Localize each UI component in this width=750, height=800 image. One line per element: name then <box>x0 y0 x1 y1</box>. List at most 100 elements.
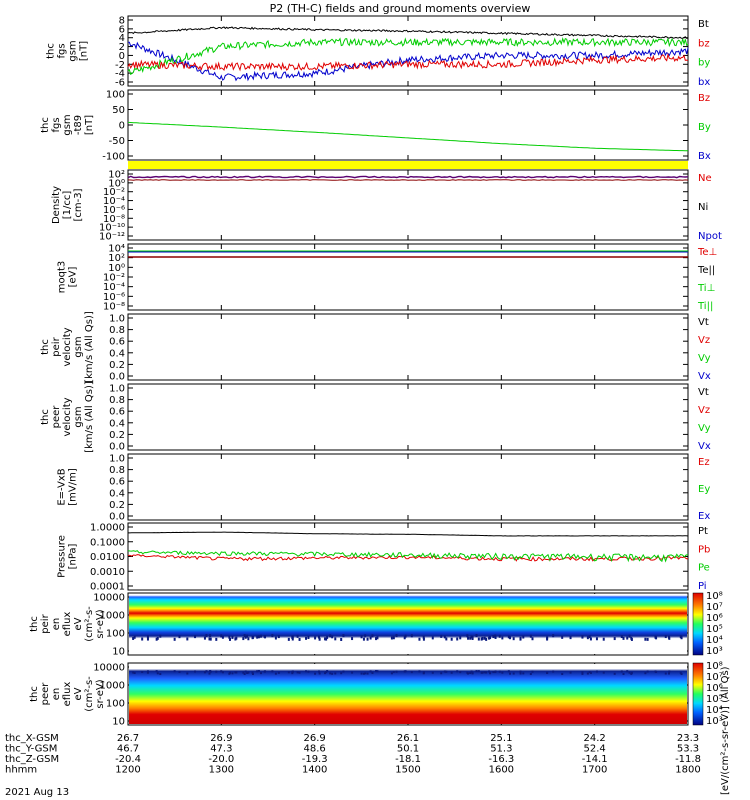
spectrogram-noise <box>485 637 488 641</box>
spectrogram-noise <box>194 670 197 673</box>
y-tick-label-p7: 0.8 <box>109 465 125 476</box>
spectrogram-noise <box>351 637 354 641</box>
spectrogram-noise <box>588 670 591 673</box>
spectrogram-noise <box>494 635 497 639</box>
colorbar-tick-label: 10³ <box>706 716 723 727</box>
x-axis-row-label: hhmm <box>5 765 37 776</box>
spectrogram-noise <box>146 670 149 673</box>
spectrogram-noise <box>317 670 320 673</box>
spectrogram-noise <box>529 634 532 638</box>
spectrogram-noise <box>445 670 448 673</box>
spectrogram-noise <box>324 672 327 675</box>
spectrogram-noise <box>317 635 320 639</box>
y-tick-label-p9: 1000 <box>100 611 125 622</box>
spectrogram-noise <box>298 671 301 674</box>
spectrogram-noise <box>456 637 459 641</box>
spectrogram-noise <box>340 637 343 641</box>
y-axis-label-p2: -t89 <box>73 115 84 135</box>
spectrogram-noise <box>155 670 158 673</box>
spectrogram-noise <box>485 671 488 674</box>
y-tick-label-p8: 0.0100 <box>90 552 125 563</box>
y-tick-label-p5: 1.0 <box>109 314 125 325</box>
spectrogram-noise <box>247 671 250 674</box>
series-line-Pe <box>127 550 689 563</box>
spectrogram-noise <box>221 671 224 674</box>
legend-entry-p5: Vy <box>698 353 711 364</box>
spectrogram-noise <box>326 670 329 673</box>
spectrogram-noise <box>569 636 572 640</box>
y-tick-label-p5: 0.0 <box>109 372 125 383</box>
spectrogram-noise <box>483 636 486 640</box>
spectrogram-noise <box>178 670 181 673</box>
spectrogram-noise <box>314 636 317 640</box>
x-axis-value: 51.3 <box>490 744 512 755</box>
spectrogram-noise <box>173 637 176 641</box>
y-axis-label-p9: sr-eV) <box>95 609 106 638</box>
x-axis-value: 1700 <box>582 765 607 776</box>
x-axis-value: 50.1 <box>397 744 419 755</box>
spectrogram-noise <box>443 670 446 673</box>
spectrogram-noise <box>507 670 510 673</box>
spectrogram-noise <box>522 635 525 639</box>
spectrogram-noise <box>422 637 425 641</box>
spectrogram-noise <box>342 634 345 638</box>
spectrogram-noise <box>481 671 484 674</box>
spectrogram-noise <box>259 634 262 638</box>
spectrogram-noise <box>256 635 259 639</box>
y-tick-label-p3: 10⁻⁴ <box>103 196 125 207</box>
x-axis-value: 26.1 <box>397 733 419 744</box>
y-axis-label-p1: thc <box>46 43 57 59</box>
spectrogram-noise <box>146 637 149 641</box>
spectrogram-noise <box>215 637 218 641</box>
spectrogram-noise <box>404 670 407 673</box>
spectrogram-noise <box>392 670 395 673</box>
spectrogram-noise <box>296 634 299 638</box>
spectrogram-noise <box>298 637 301 641</box>
spectrogram-noise <box>208 637 211 641</box>
spectrogram-noise <box>366 637 369 641</box>
spectrogram-noise <box>552 634 555 638</box>
spectrogram-noise <box>364 634 367 638</box>
y-axis-label-p10: en <box>51 688 62 701</box>
density-line-ne <box>127 179 689 181</box>
spectrogram-noise <box>498 670 501 673</box>
legend-entry-p3: Ni <box>698 202 708 213</box>
legend-entry-p4: Ti|| <box>697 301 713 312</box>
spectrogram-noise <box>552 670 555 673</box>
spectrogram-noise <box>589 671 592 674</box>
colorbar-tick-label: 10⁸ <box>706 591 723 602</box>
x-axis-value: -18.1 <box>395 754 421 765</box>
y-tick-label-p6: 0.2 <box>109 430 125 441</box>
spectrogram-noise <box>529 672 532 675</box>
spectrogram-noise <box>362 672 365 675</box>
y-tick-label-p2: 0 <box>119 121 125 132</box>
y-tick-label-p9: 100 <box>106 629 125 640</box>
y-axis-label-p6: gsm <box>73 406 84 427</box>
legend-entry-p1: bx <box>698 77 710 88</box>
colorbar-tick-label: 10³ <box>706 646 723 657</box>
x-axis-value: -19.3 <box>302 754 328 765</box>
spectrogram-noise <box>246 671 249 674</box>
x-axis-row-label: thc_Y-GSM <box>5 744 57 755</box>
y-tick-label-p1: 2 <box>119 42 125 53</box>
spectrogram-noise <box>375 637 378 641</box>
y-axis-label-p9: eflux <box>62 612 73 637</box>
colorbar-electron <box>692 662 704 726</box>
spectrogram-noise <box>395 634 398 638</box>
series-line-bx <box>128 41 689 82</box>
spectrogram-noise <box>589 637 592 641</box>
y-axis-label-p7: [mV/m] <box>68 468 79 506</box>
spectrogram-noise <box>243 672 246 675</box>
spectrogram-noise <box>390 672 393 675</box>
spectrogram-noise <box>628 634 631 638</box>
y-tick-label-p6: 1.0 <box>109 384 125 395</box>
y-axis-label-p1: [nT] <box>79 41 90 61</box>
spectrogram-noise <box>628 671 631 674</box>
y-tick-label-p6: 0.8 <box>109 395 125 406</box>
y-axis-label-p5: thc <box>40 339 51 355</box>
spectrogram-noise <box>522 672 525 675</box>
spectrogram-noise <box>531 670 534 673</box>
legend-entry-p2: Bx <box>698 151 711 162</box>
y-axis-label-p10: thc <box>29 686 40 702</box>
spectrogram-noise <box>186 672 189 675</box>
